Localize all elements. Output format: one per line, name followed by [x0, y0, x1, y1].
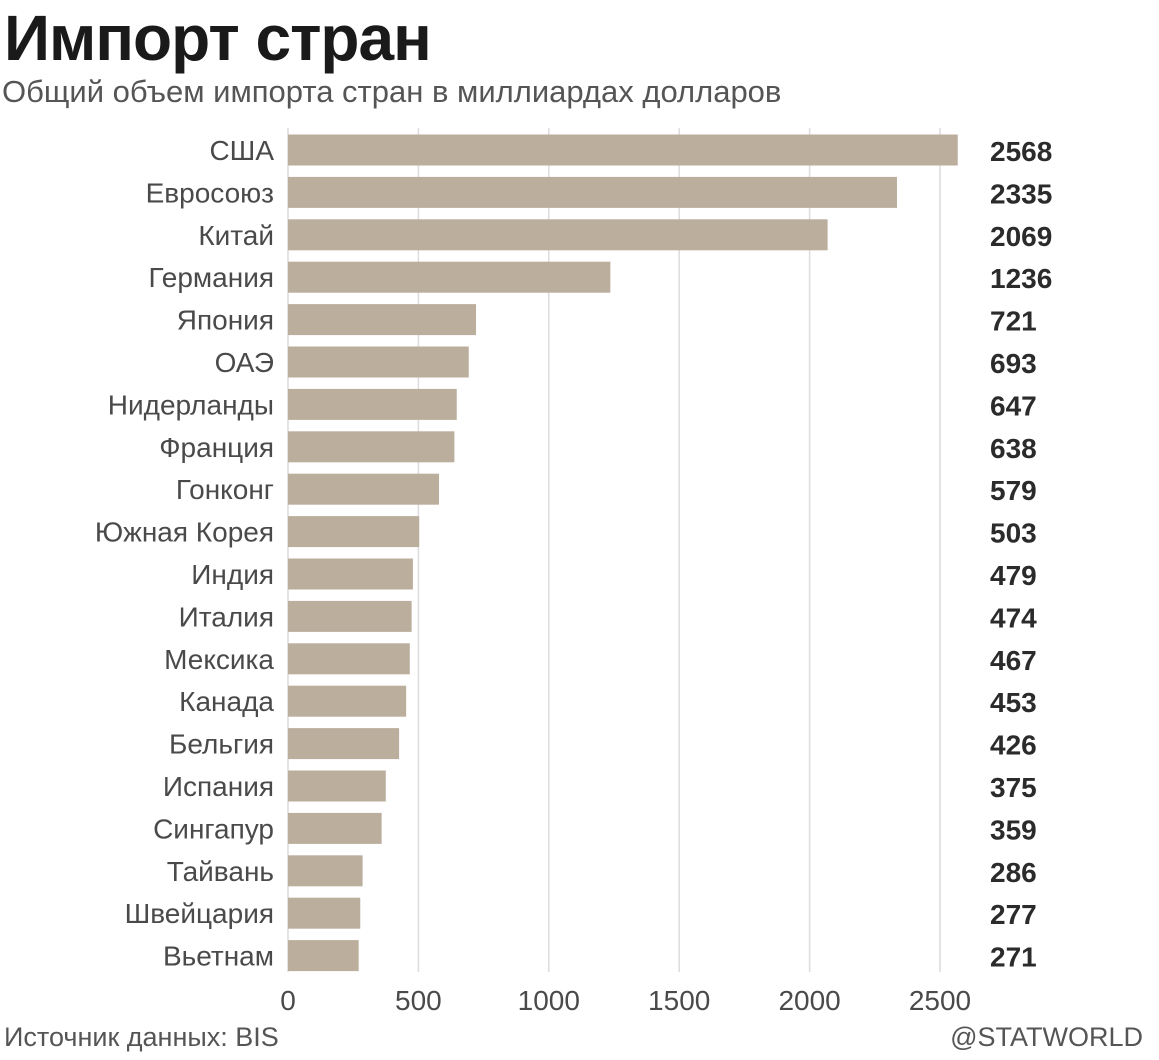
category-label: Вьетнам	[163, 941, 274, 972]
value-label: 721	[990, 306, 1037, 337]
bar	[288, 516, 420, 548]
category-label: Мексика	[164, 644, 274, 675]
category-label: ОАЭ	[215, 347, 274, 378]
value-label: 503	[990, 518, 1037, 549]
value-labels: 2568 2335 2069 1236 721 693 647 638 579 503 479 474…	[990, 136, 1052, 973]
value-label: 453	[990, 687, 1037, 718]
bar	[288, 643, 410, 675]
value-label: 1236	[990, 263, 1052, 294]
category-label: Сингапур	[153, 813, 274, 844]
category-label: Китай	[198, 220, 274, 251]
category-label: Нидерланды	[108, 389, 274, 420]
value-label: 359	[990, 814, 1037, 845]
bar	[288, 685, 407, 717]
x-tick-label: 2500	[909, 985, 971, 1016]
bar	[288, 558, 413, 590]
value-label: 271	[990, 942, 1037, 973]
bar	[288, 728, 400, 760]
category-label: Гонконг	[176, 474, 274, 505]
value-label: 2568	[990, 136, 1052, 167]
value-label: 647	[990, 390, 1037, 421]
brand-watermark: @STATWORLD	[950, 1022, 1143, 1052]
bar	[288, 897, 361, 929]
category-label: Тайвань	[167, 856, 274, 887]
value-label: 693	[990, 348, 1037, 379]
x-tick-label: 0	[280, 985, 296, 1016]
category-label: Индия	[191, 559, 274, 590]
bar	[288, 812, 382, 844]
bar	[288, 940, 359, 972]
bar	[288, 431, 455, 463]
category-label: Бельгия	[169, 729, 274, 760]
x-axis-ticks: 0 500 1000 1500 2000 2500	[280, 985, 971, 1016]
category-label: Евросоюз	[146, 177, 274, 208]
category-label: США	[209, 135, 274, 166]
category-label: Франция	[159, 432, 274, 463]
x-tick-label: 2000	[778, 985, 840, 1016]
value-label: 286	[990, 857, 1037, 888]
chart-title: Импорт стран	[4, 2, 432, 74]
bar	[288, 346, 469, 378]
value-label: 638	[990, 433, 1037, 464]
gridlines	[287, 128, 941, 972]
value-label: 579	[990, 475, 1037, 506]
category-label: Италия	[179, 601, 274, 632]
chart-subtitle: Общий объем импорта стран в миллиардах д…	[2, 74, 782, 109]
bar	[288, 855, 363, 887]
bar	[288, 770, 386, 802]
category-label: Южная Корея	[95, 517, 274, 548]
x-tick-label: 500	[395, 985, 442, 1016]
bar	[288, 134, 958, 166]
bar	[288, 388, 457, 420]
category-label: Испания	[163, 771, 274, 802]
bar	[288, 176, 897, 208]
bars	[288, 134, 958, 972]
category-label: Япония	[177, 305, 274, 336]
bar	[288, 304, 477, 336]
x-tick-label: 1500	[648, 985, 710, 1016]
value-label: 467	[990, 645, 1037, 676]
bar	[288, 600, 412, 632]
category-label: Германия	[148, 262, 274, 293]
data-source: Источник данных: BIS	[4, 1022, 279, 1052]
value-label: 426	[990, 730, 1037, 761]
bar	[288, 261, 611, 293]
bar	[288, 473, 440, 505]
value-label: 474	[990, 602, 1037, 633]
bar	[288, 219, 828, 251]
value-label: 375	[990, 772, 1037, 803]
value-label: 479	[990, 560, 1037, 591]
value-label: 2069	[990, 221, 1052, 252]
category-label: Швейцария	[125, 898, 274, 929]
value-label: 277	[990, 899, 1037, 930]
category-label: Канада	[179, 686, 274, 717]
value-label: 2335	[990, 178, 1052, 209]
category-labels: США Евросоюз Китай Германия Япония ОАЭ Нидерла…	[95, 135, 275, 972]
x-tick-label: 1000	[518, 985, 580, 1016]
